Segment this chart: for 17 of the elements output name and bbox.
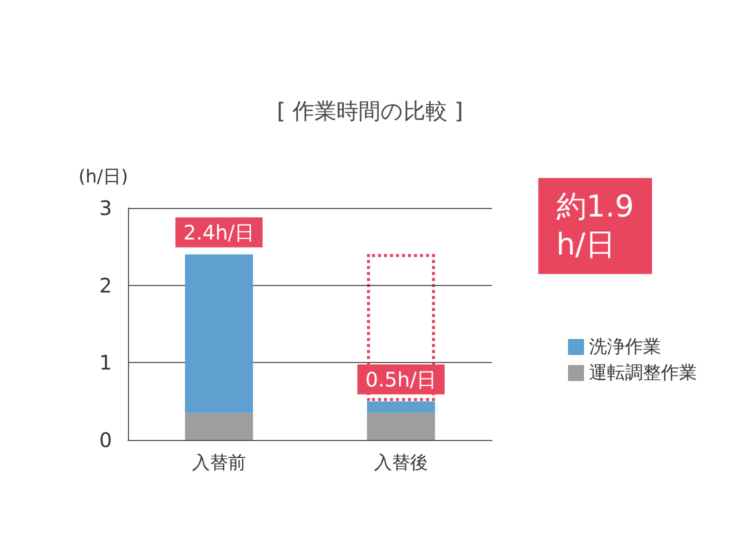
bar xyxy=(185,412,253,440)
y-tick-label: 3 xyxy=(99,196,112,220)
bar xyxy=(367,412,435,440)
y-tick-label: 2 xyxy=(99,273,112,298)
text: 約1.9 h/日 xyxy=(556,190,634,262)
bar xyxy=(367,401,435,413)
legend-label: 運転調整作業 xyxy=(589,362,697,384)
x-tick-label: 入替前 xyxy=(192,452,246,474)
bar xyxy=(185,254,253,413)
y-tick-label: 1 xyxy=(99,350,112,375)
y-tick-label: 0 xyxy=(99,428,112,452)
x-tick-label: 入替後 xyxy=(374,452,428,474)
y-axis-title: (h/日) xyxy=(78,166,128,188)
chart-title: [ 作業時間の比較 ] xyxy=(276,100,464,124)
total-label: 2.4h/日 xyxy=(183,220,255,244)
legend-label: 洗浄作業 xyxy=(589,336,661,358)
total-label: 0.5h/日 xyxy=(365,367,437,392)
